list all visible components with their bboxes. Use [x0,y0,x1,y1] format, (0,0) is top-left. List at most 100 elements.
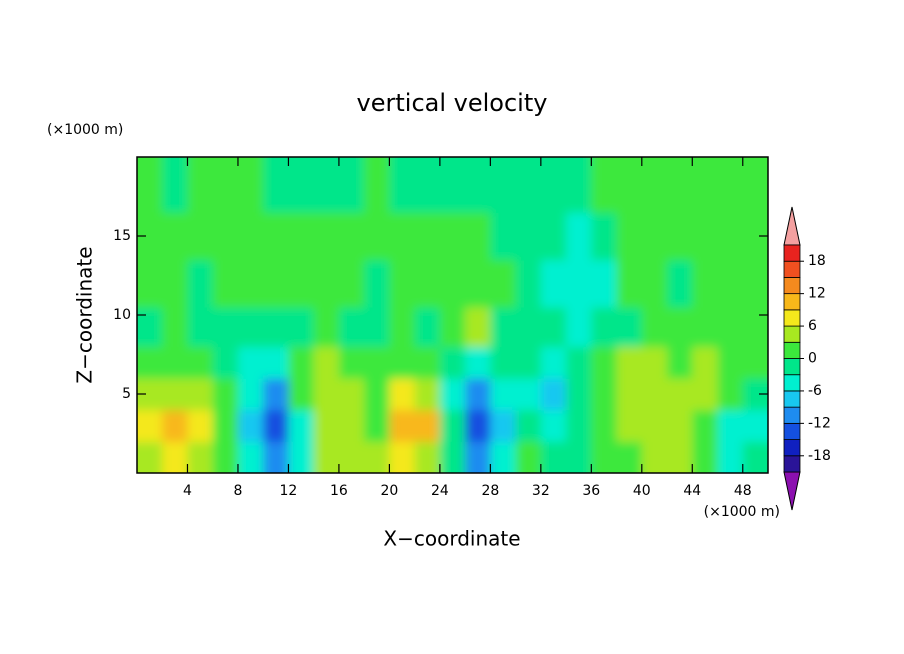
field-cell [717,259,744,308]
field-cell [414,378,441,411]
x-tick-label: 40 [633,483,651,499]
field-cell [162,212,188,261]
field-cell [187,212,214,261]
field-cell [162,346,188,379]
field-cell [338,346,365,379]
field-cell [137,409,163,442]
field-cell [490,346,517,379]
field-cell [137,441,163,473]
colorbar-tick-label: 12 [808,286,826,302]
field-cell [187,259,214,308]
field-cell [313,378,340,411]
field-cell [515,346,542,379]
field-cell [566,307,592,348]
field-cell [288,307,315,348]
field-cell [187,157,214,213]
field-cell [742,409,768,442]
field-cell [212,441,239,473]
field-cell [237,378,264,411]
field-cell [237,409,264,442]
field-cell [717,378,744,411]
field-cell [389,212,416,261]
field-cell [338,307,365,348]
colorbar-tick-label: -6 [808,383,822,399]
y-unit: (×1000 m) [47,122,123,138]
field-cell [616,441,643,473]
field-cell [540,212,567,261]
field-cell [288,378,315,411]
field-cell [717,212,744,261]
field-cell [692,409,719,442]
field-cell [364,378,390,411]
field-cell [667,212,693,261]
field-cell [389,346,416,379]
colorbar-box [783,406,801,424]
field-cell [237,441,264,473]
field-cell [237,346,264,379]
field-cell [162,157,188,213]
field-cell [187,378,214,411]
field-cell [187,307,214,348]
x-tick-label: 32 [532,483,550,499]
field-cell [288,409,315,442]
colorbar-over [783,206,801,246]
field-cell [667,409,693,442]
field-cell [540,441,567,473]
field-cell [692,212,719,261]
field-cells [137,157,768,473]
field-cell [364,441,390,473]
colorbar: -18 -12 -6 0 6 12 18 [783,206,831,511]
field-cell [742,346,768,379]
field-cell [591,307,618,348]
field-cell [616,378,643,411]
field-cell [692,157,719,213]
field-cell [515,378,542,411]
field-cell [515,259,542,308]
field-cell [364,157,390,213]
field-cell [313,409,340,442]
field-cell [465,212,491,261]
field-cell [515,212,542,261]
field-cell [137,259,163,308]
field-cell [566,346,592,379]
colorbar-box [783,455,801,473]
field-cell [667,307,693,348]
field-cell [490,378,517,411]
field-cell [692,259,719,308]
field-cell [389,157,416,213]
field-cell [490,259,517,308]
field-cell [641,212,668,261]
colorbar-box [783,325,801,343]
field-cell [263,441,289,473]
colorbar-under [783,471,801,511]
field-cell [490,157,517,213]
field-cell [616,157,643,213]
field-cell [566,378,592,411]
field-cell [616,259,643,308]
field-cell [389,409,416,442]
field-cell [237,212,264,261]
field-cell [313,346,340,379]
y-tick-label: 15 [113,228,131,244]
y-tick-label: 5 [122,386,131,402]
x-tick-label: 20 [380,483,398,499]
field-cell [313,259,340,308]
field-cell [263,378,289,411]
field-cell [465,346,491,379]
field-cell [137,157,163,213]
field-cell [742,441,768,473]
field-cell [263,157,289,213]
field-cell [515,307,542,348]
field-cell [338,441,365,473]
field-cell [490,307,517,348]
field-cell [414,212,441,261]
field-cell [566,157,592,213]
field-cell [364,409,390,442]
field-cell [313,441,340,473]
x-tick-label: 4 [183,483,192,499]
field-cell [439,307,466,348]
field-cell [237,259,264,308]
field-cell [515,441,542,473]
field-cell [439,441,466,473]
field-cell [162,307,188,348]
